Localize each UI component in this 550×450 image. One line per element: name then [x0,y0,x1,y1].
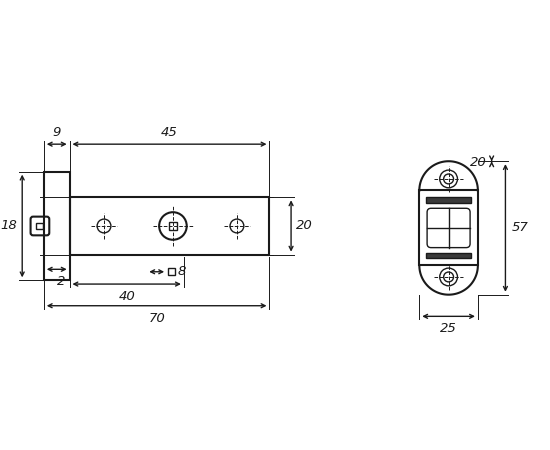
Text: 18: 18 [1,220,17,233]
Text: 57: 57 [512,221,528,234]
Text: 20: 20 [296,220,313,233]
Bar [419,190,478,266]
Bar [426,252,471,258]
Text: 25: 25 [440,322,457,335]
Text: 70: 70 [148,312,165,324]
Bar [36,223,43,230]
Bar [44,172,69,280]
Text: 2: 2 [57,275,65,288]
Text: 9: 9 [53,126,61,139]
Text: 40: 40 [118,290,135,303]
Text: 45: 45 [161,126,178,139]
Text: 20: 20 [470,156,487,169]
Bar [168,221,177,230]
Bar [69,198,270,255]
Bar [168,268,175,275]
Bar [426,198,471,203]
Text: 8: 8 [178,265,186,278]
